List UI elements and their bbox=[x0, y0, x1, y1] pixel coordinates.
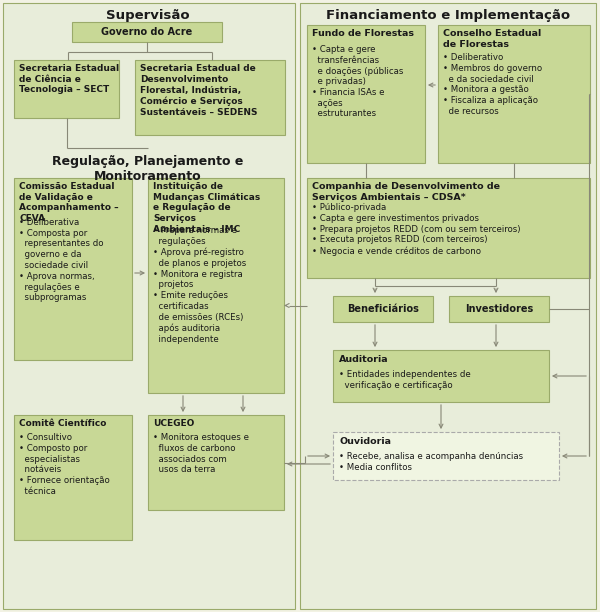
Text: Secretaria Estadual de
Desenvolvimento
Florestal, Indústria,
Comércio e Serviços: Secretaria Estadual de Desenvolvimento F… bbox=[140, 64, 257, 117]
Text: Companhia de Desenvolvimento de
Serviços Ambientais – CDSA*: Companhia de Desenvolvimento de Serviços… bbox=[312, 182, 500, 202]
Text: Governo do Acre: Governo do Acre bbox=[101, 27, 193, 37]
Bar bbox=[14, 415, 132, 540]
Text: • Capta e gere
  transferências
  e doações (públicas
  e privadas)
• Financia I: • Capta e gere transferências e doações … bbox=[312, 45, 403, 119]
Bar bbox=[438, 25, 590, 163]
Bar bbox=[72, 22, 222, 42]
Bar bbox=[333, 296, 433, 322]
Bar bbox=[449, 296, 549, 322]
Text: • Consultivo
• Composto por
  especialistas
  notáveis
• Fornece orientação
  té: • Consultivo • Composto por especialista… bbox=[19, 433, 110, 496]
Bar bbox=[307, 25, 425, 163]
Text: UCEGEO: UCEGEO bbox=[153, 419, 194, 428]
Text: Conselho Estadual
de Florestas: Conselho Estadual de Florestas bbox=[443, 29, 541, 49]
Text: • Monitora estoques e
  fluxos de carbono
  associados com
  usos da terra: • Monitora estoques e fluxos de carbono … bbox=[153, 433, 249, 474]
Bar bbox=[300, 3, 596, 609]
Bar bbox=[14, 178, 132, 360]
Text: Investidores: Investidores bbox=[465, 304, 533, 314]
Text: • Prepara normas e
  regulações
• Aprova pré-registro
  de planos e projetos
• M: • Prepara normas e regulações • Aprova p… bbox=[153, 226, 246, 344]
Bar bbox=[333, 350, 549, 402]
Text: • Deliberativa
• Composta por
  representantes do
  governo e da
  sociedade civ: • Deliberativa • Composta por representa… bbox=[19, 218, 104, 302]
Bar bbox=[307, 178, 590, 278]
Text: Comissão Estadual
de Validação e
Acompanhamento –
CEVA: Comissão Estadual de Validação e Acompan… bbox=[19, 182, 119, 223]
Text: Financiamento e Implementação: Financiamento e Implementação bbox=[326, 9, 570, 22]
Text: Beneficiários: Beneficiários bbox=[347, 304, 419, 314]
Text: • Entidades independentes de
  verificação e certificação: • Entidades independentes de verificação… bbox=[339, 370, 471, 390]
Text: Supervisão: Supervisão bbox=[106, 9, 190, 22]
Text: Comitê Científico: Comitê Científico bbox=[19, 419, 106, 428]
Bar bbox=[135, 60, 285, 135]
Text: Auditoria: Auditoria bbox=[339, 355, 389, 364]
Text: • Deliberativo
• Membros do governo
  e da sociedade civil
• Monitora a gestão
•: • Deliberativo • Membros do governo e da… bbox=[443, 53, 542, 116]
Bar bbox=[148, 178, 284, 393]
Text: Secretaria Estadual
de Ciência e
Tecnologia – SECT: Secretaria Estadual de Ciência e Tecnolo… bbox=[19, 64, 119, 94]
Text: Ouvidoria: Ouvidoria bbox=[339, 437, 391, 446]
Text: • Público-privada
• Capta e gere investimentos privados
• Prepara projetos REDD : • Público-privada • Capta e gere investi… bbox=[312, 203, 521, 256]
Text: Regulação, Planejamento e
Monitoramento: Regulação, Planejamento e Monitoramento bbox=[52, 155, 244, 184]
Bar bbox=[148, 415, 284, 510]
Text: Fundo de Florestas: Fundo de Florestas bbox=[312, 29, 414, 38]
Bar bbox=[3, 3, 295, 609]
Bar bbox=[14, 60, 119, 118]
Text: Instituição de
Mudanças Climáticas
e Regulação de
Serviços
Ambientais – IMC: Instituição de Mudanças Climáticas e Reg… bbox=[153, 182, 260, 234]
Bar bbox=[333, 432, 559, 480]
Text: • Recebe, analisa e acompanha denúncias
• Media conflitos: • Recebe, analisa e acompanha denúncias … bbox=[339, 452, 523, 472]
